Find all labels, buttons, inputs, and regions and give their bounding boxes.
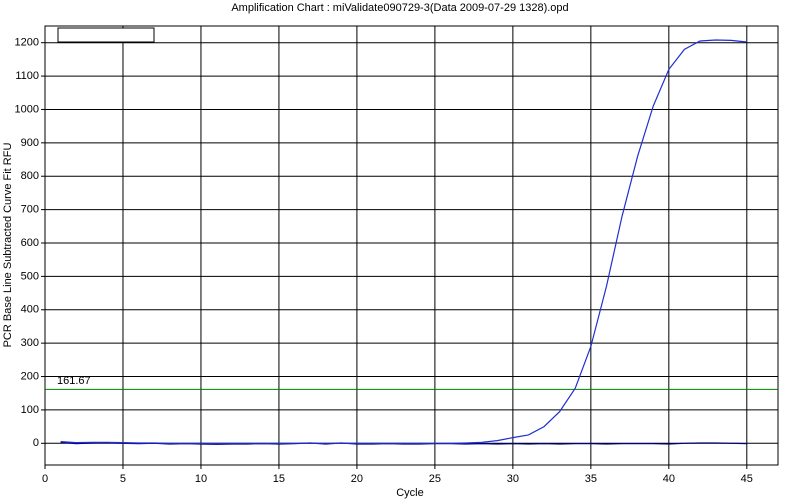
threshold-label: 161.67 [57,375,91,387]
y-tick-label: 900 [21,137,39,149]
y-tick-label: 400 [21,304,39,316]
x-tick-label: 5 [120,473,126,485]
y-tick-label: 0 [33,437,39,449]
y-tick-label: 500 [21,270,39,282]
y-tick-label: 1100 [15,70,39,82]
y-tick-label: 300 [21,337,39,349]
x-tick-label: 20 [351,473,363,485]
x-tick-label: 45 [741,473,753,485]
x-tick-label: 30 [507,473,519,485]
y-tick-label: 100 [21,404,39,416]
y-tick-label: 800 [21,170,39,182]
y-tick-label: 600 [21,237,39,249]
x-tick-label: 10 [195,473,207,485]
x-tick-label: 15 [273,473,285,485]
x-tick-label: 0 [42,473,48,485]
y-axis-label: PCR Base Line Subtracted Curve Fit RFU [2,143,14,348]
y-tick-label: 700 [21,204,39,216]
x-tick-label: 25 [429,473,441,485]
y-tick-label: 1000 [15,103,39,115]
x-tick-label: 40 [663,473,675,485]
x-axis-label: Cycle [396,487,424,499]
legend-box [57,27,155,43]
y-tick-label: 1200 [15,37,39,49]
y-tick-label: 200 [21,370,39,382]
series-line [60,39,747,444]
chart-title: Amplification Chart : miValidate090729-3… [231,2,568,14]
plot-area [44,25,779,466]
x-tick-label: 35 [585,473,597,485]
